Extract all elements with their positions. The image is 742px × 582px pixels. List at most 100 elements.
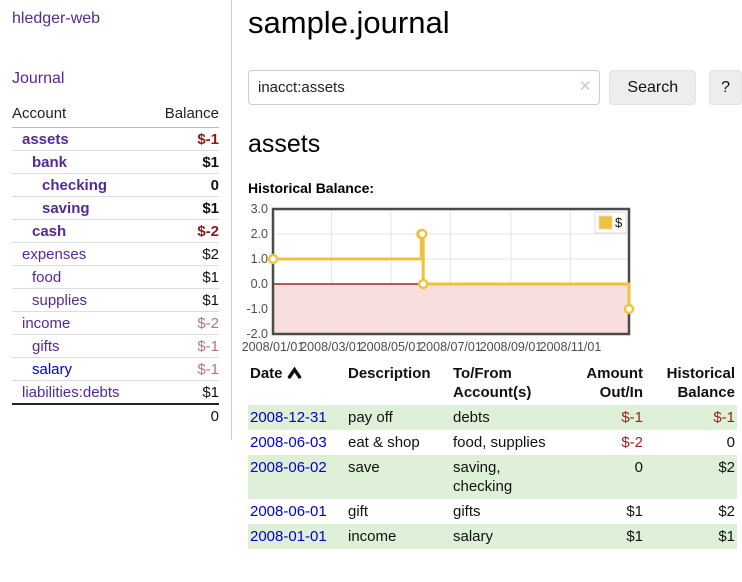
- account-balance: $-1: [149, 334, 219, 358]
- account-balance: $1: [149, 265, 219, 289]
- register-header-amount: Amount Out/In: [586, 365, 643, 401]
- search-form: ✕ Search ?: [248, 70, 742, 105]
- account-link[interactable]: assets: [22, 131, 69, 148]
- search-input[interactable]: [248, 70, 601, 105]
- account-balance: $1: [149, 380, 219, 405]
- account-cell: checking: [12, 173, 150, 197]
- account-cell: liabilities:debts: [12, 380, 150, 405]
- account-row: income $-2: [12, 311, 219, 335]
- account-link[interactable]: income: [22, 315, 71, 332]
- account-balance: $-1: [149, 127, 219, 151]
- transaction-date-link[interactable]: 2008-06-01: [250, 503, 327, 520]
- register-header-date[interactable]: Date: [248, 361, 346, 405]
- account-cell: supplies: [12, 288, 150, 312]
- account-cell: assets: [12, 127, 150, 151]
- account-balance: $1: [149, 196, 219, 220]
- account-row: food $1: [12, 265, 219, 289]
- sort-ascending-icon: [287, 366, 302, 383]
- account-balance: $-2: [149, 311, 219, 335]
- svg-text:2008/11/01: 2008/11/01: [540, 340, 602, 354]
- svg-text:2008/03/01: 2008/03/01: [300, 340, 363, 354]
- account-link[interactable]: expenses: [22, 246, 87, 263]
- svg-text:3.0: 3.0: [251, 202, 268, 216]
- account-balance: $-1: [149, 357, 219, 381]
- register-accounts-cell: salary: [453, 528, 494, 545]
- balance-chart[interactable]: $3.0 2.0 1.0 0.0 -1.0 -2.0 2008/01/01 2008/03/0…: [242, 201, 742, 357]
- register-accounts-cell: gifts: [453, 503, 481, 520]
- register-row: 2008-06-03 eat & shop food, supplies $-2 0: [248, 430, 737, 455]
- svg-text:$: $: [615, 215, 623, 230]
- register-description-cell: income: [348, 528, 397, 545]
- account-row: checking 0: [12, 173, 219, 197]
- account-heading: assets: [248, 130, 321, 158]
- account-balance: $1: [149, 150, 219, 174]
- account-cell: saving: [12, 196, 150, 220]
- account-link[interactable]: liabilities:debts: [22, 384, 120, 401]
- register-date-cell: 2008-06-03: [248, 430, 346, 455]
- transaction-date-link[interactable]: 2008-06-02: [250, 459, 327, 476]
- transaction-date-link[interactable]: 2008-01-01: [250, 528, 327, 545]
- account-link[interactable]: saving: [42, 200, 90, 217]
- account-balance: $2: [149, 242, 219, 266]
- register-accounts-cell: debts: [453, 409, 490, 426]
- register-accounts-cell: saving, checking: [453, 459, 513, 495]
- register-description-cell: eat & shop: [348, 434, 420, 451]
- account-row: cash $-2: [12, 219, 219, 243]
- account-link[interactable]: cash: [32, 223, 67, 240]
- clear-search-icon[interactable]: ✕: [578, 78, 592, 95]
- transaction-date-link[interactable]: 2008-06-03: [250, 434, 327, 451]
- account-link[interactable]: bank: [32, 154, 68, 171]
- accounts-total-value: 0: [149, 403, 219, 428]
- register-balance-cell: $-1: [713, 409, 735, 426]
- register-description-cell: gift: [348, 503, 369, 520]
- account-balance: $1: [149, 288, 219, 312]
- search-button[interactable]: Search: [609, 70, 697, 105]
- register-amount-cell: $-1: [621, 409, 643, 426]
- svg-text:1.0: 1.0: [251, 252, 268, 266]
- register-amount-cell: $1: [626, 528, 643, 545]
- account-row: expenses $2: [12, 242, 219, 266]
- sidebar-item-journal[interactable]: Journal: [12, 70, 65, 87]
- account-link[interactable]: gifts: [32, 338, 60, 355]
- account-cell: gifts: [12, 334, 150, 358]
- account-link[interactable]: checking: [42, 177, 108, 194]
- page-title: sample.journal: [248, 5, 450, 40]
- svg-text:-2.0: -2.0: [246, 327, 268, 341]
- account-cell: expenses: [12, 242, 150, 266]
- register-header-date-label: Date: [250, 365, 283, 382]
- register-header-accounts: To/From Account(s): [453, 365, 532, 401]
- register-table: Date Description To/From Account(s) Amou…: [248, 361, 737, 549]
- register-row: 2008-01-01 income salary $1 $1: [248, 524, 737, 549]
- accounts-header-balance: Balance: [149, 103, 219, 128]
- register-balance-cell: $1: [718, 528, 735, 545]
- accounts-table: Account Balance assets $-1 bank $1 checking 0…: [12, 103, 219, 428]
- account-row: liabilities:debts $1: [12, 380, 219, 405]
- svg-text:2.0: 2.0: [251, 227, 268, 241]
- transaction-date-link[interactable]: 2008-12-31: [250, 409, 327, 426]
- account-link[interactable]: salary: [32, 361, 73, 378]
- accounts-total-row: 0: [12, 403, 219, 428]
- search-input-wrap: ✕: [248, 70, 601, 105]
- svg-text:2008/07/01: 2008/07/01: [419, 340, 482, 354]
- register-balance-cell: $2: [718, 459, 735, 476]
- help-button[interactable]: ?: [709, 70, 742, 105]
- account-cell: cash: [12, 219, 150, 243]
- register-header-row: Date Description To/From Account(s) Amou…: [248, 361, 737, 405]
- account-cell: income: [12, 311, 150, 335]
- register-row: 2008-06-02 save saving, checking 0 $2: [248, 455, 737, 499]
- register-date-cell: 2008-12-31: [248, 405, 346, 430]
- app-title-link[interactable]: hledger-web: [12, 10, 101, 27]
- register-balance-cell: $2: [718, 503, 735, 520]
- svg-text:-1.0: -1.0: [246, 302, 268, 316]
- accounts-header-row: Account Balance: [12, 103, 219, 128]
- register-amount-cell: $1: [626, 503, 643, 520]
- svg-text:2008/05/01: 2008/05/01: [360, 340, 423, 354]
- register-row: 2008-06-01 gift gifts $1 $2: [248, 499, 737, 524]
- sidebar: hledger-web Journal Account Balance asse…: [0, 0, 232, 440]
- account-row: supplies $1: [12, 288, 219, 312]
- account-link[interactable]: supplies: [32, 292, 88, 309]
- account-balance: 0: [149, 173, 219, 197]
- account-link[interactable]: food: [32, 269, 62, 286]
- account-row: gifts $-1: [12, 334, 219, 358]
- account-cell: food: [12, 265, 150, 289]
